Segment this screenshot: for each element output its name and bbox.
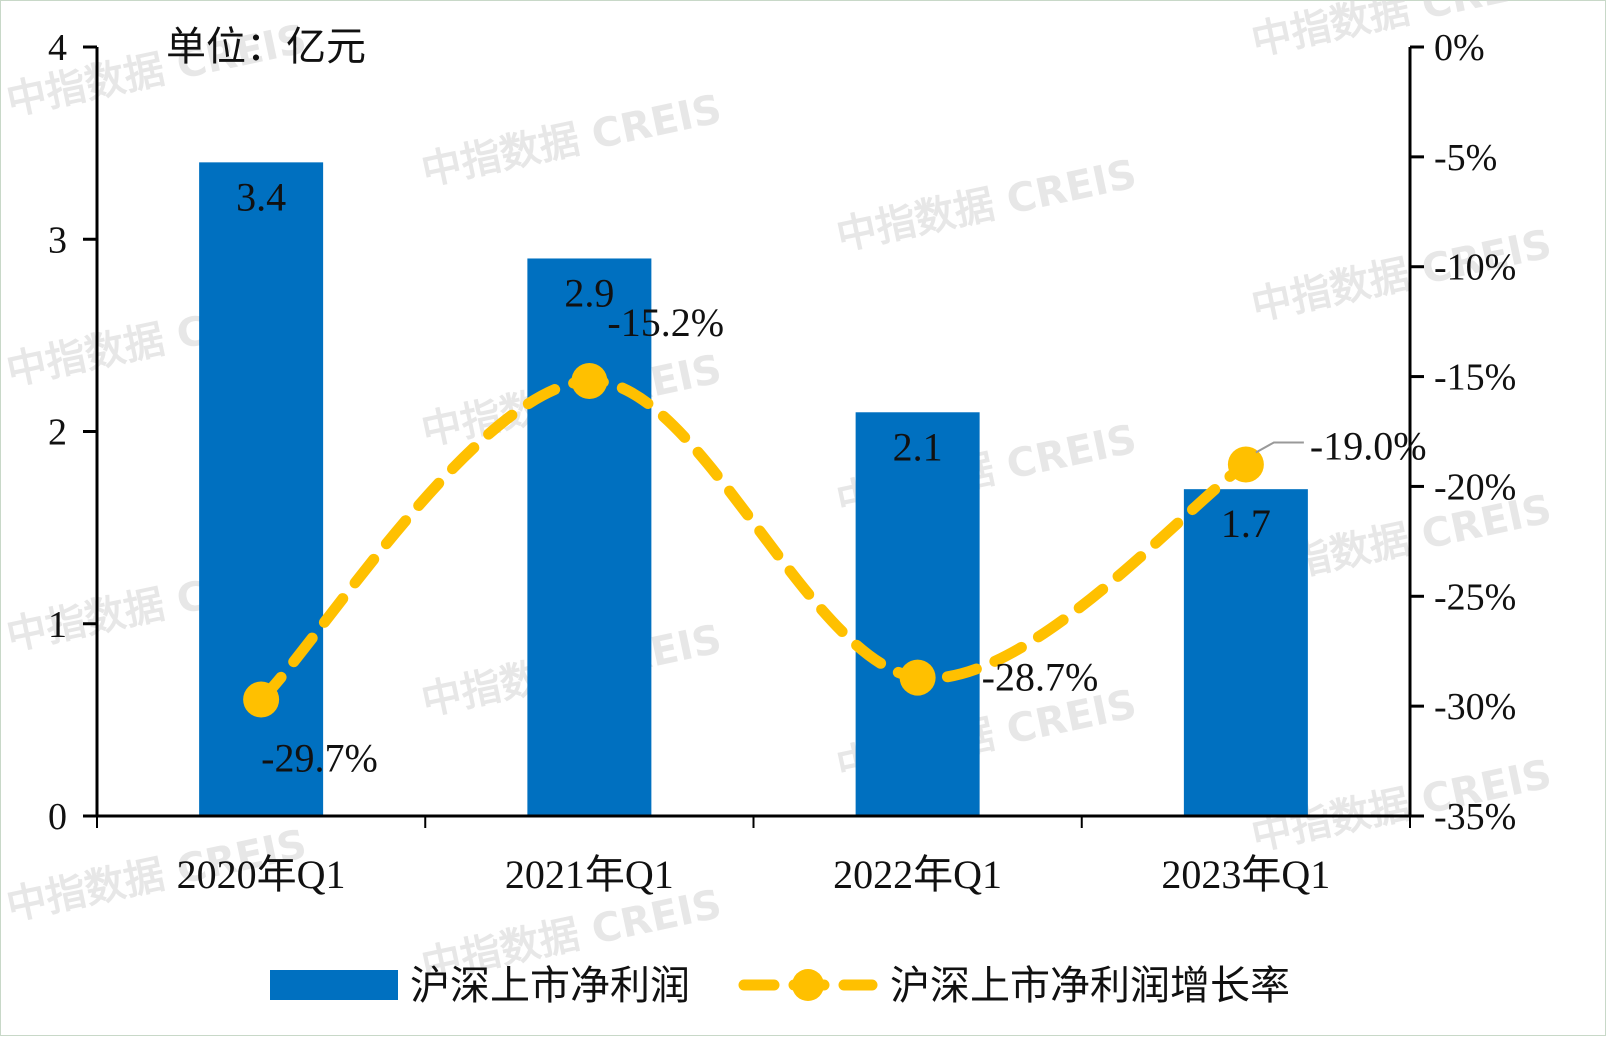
growth-rate-point xyxy=(899,659,936,696)
y-right-tick-label: 0% xyxy=(1434,27,1485,69)
label-leader-line xyxy=(1255,441,1304,454)
y-right-tick-label: -30% xyxy=(1434,686,1516,728)
growth-rate-point xyxy=(243,681,280,718)
growth-rate-label: -29.7% xyxy=(261,736,378,781)
net-profit-bar xyxy=(199,162,324,817)
legend-line-label: 沪深上市净利润增长率 xyxy=(890,963,1290,1009)
bar-series xyxy=(199,162,1308,817)
y-left-tick-label: 4 xyxy=(48,27,67,69)
y-right-tick-label: -10% xyxy=(1434,247,1516,289)
net-profit-bar xyxy=(1183,489,1308,816)
y-left-tick-label: 1 xyxy=(48,604,67,646)
y-left-tick-label: 2 xyxy=(48,412,67,454)
data-labels: 3.4 2.9 2.1 1.7 -29.7% -15.2% -28.7% -19.0% xyxy=(236,174,1426,780)
unit-label: 单位：亿元 xyxy=(166,24,366,70)
growth-rate-line xyxy=(255,375,1252,706)
y-left-tick-label: 0 xyxy=(48,796,67,838)
growth-rate-point xyxy=(1227,446,1264,483)
x-tick-label: 2022年Q1 xyxy=(833,852,1002,897)
bar-value-label: 3.4 xyxy=(236,174,286,219)
x-tick-label: 2023年Q1 xyxy=(1161,852,1330,897)
legend-bar-label: 沪深上市净利润 xyxy=(410,963,690,1009)
x-tick-label: 2021年Q1 xyxy=(505,852,674,897)
legend-bar-swatch xyxy=(270,970,398,1000)
net-profit-bar xyxy=(855,412,980,816)
y-right-tick-label: -5% xyxy=(1434,137,1497,179)
x-tick-label: 2020年Q1 xyxy=(177,852,346,897)
growth-rate-label: -19.0% xyxy=(1310,423,1427,468)
y-left-tick-label: 3 xyxy=(48,219,67,261)
y-right-tick-label: -20% xyxy=(1434,466,1516,508)
watermark-text: 中指数据 CREIS xyxy=(418,86,726,194)
watermark-text: 中指数据 CREIS xyxy=(1248,0,1556,65)
y-right-tick-label: -35% xyxy=(1434,796,1516,838)
growth-line-series xyxy=(243,362,1264,718)
legend-line-marker xyxy=(792,969,824,1001)
growth-rate-label: -28.7% xyxy=(982,655,1099,700)
bar-value-label: 2.1 xyxy=(893,424,943,469)
legend: 沪深上市净利润 沪深上市净利润增长率 xyxy=(270,963,1290,1009)
axes: 0 1 2 3 4 0% -5% -10% -15% -20% -25% -30% -35% 2020年Q… xyxy=(48,27,1516,897)
growth-rate-label: -15.2% xyxy=(607,300,724,345)
net-profit-bar xyxy=(527,258,652,817)
watermark-text: 中指数据 CREIS xyxy=(833,151,1141,259)
y-right-tick-label: -25% xyxy=(1434,576,1516,618)
bar-value-label: 2.9 xyxy=(564,270,614,315)
growth-rate-point xyxy=(571,362,608,399)
bar-value-label: 1.7 xyxy=(1221,501,1271,546)
y-right-tick-label: -15% xyxy=(1434,357,1516,399)
